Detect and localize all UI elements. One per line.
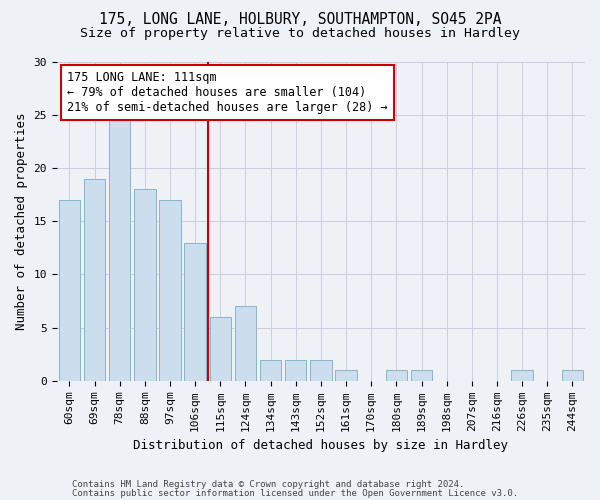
Text: 175 LONG LANE: 111sqm
← 79% of detached houses are smaller (104)
21% of semi-det: 175 LONG LANE: 111sqm ← 79% of detached … [67, 71, 388, 114]
Bar [335, 370, 357, 381]
Bar [260, 360, 281, 381]
Y-axis label: Number of detached properties: Number of detached properties [15, 112, 28, 330]
Bar [209, 317, 231, 381]
Bar [159, 200, 181, 381]
Bar [84, 178, 105, 381]
Bar [59, 200, 80, 381]
Bar [184, 242, 206, 381]
Bar [411, 370, 432, 381]
Bar [235, 306, 256, 381]
Bar [285, 360, 307, 381]
Bar [511, 370, 533, 381]
Text: 175, LONG LANE, HOLBURY, SOUTHAMPTON, SO45 2PA: 175, LONG LANE, HOLBURY, SOUTHAMPTON, SO… [99, 12, 501, 28]
Bar [109, 114, 130, 381]
Bar [386, 370, 407, 381]
Text: Size of property relative to detached houses in Hardley: Size of property relative to detached ho… [80, 28, 520, 40]
Text: Contains HM Land Registry data © Crown copyright and database right 2024.: Contains HM Land Registry data © Crown c… [72, 480, 464, 489]
Bar [134, 190, 155, 381]
Bar [562, 370, 583, 381]
Text: Contains public sector information licensed under the Open Government Licence v3: Contains public sector information licen… [72, 489, 518, 498]
X-axis label: Distribution of detached houses by size in Hardley: Distribution of detached houses by size … [133, 440, 508, 452]
Bar [310, 360, 332, 381]
